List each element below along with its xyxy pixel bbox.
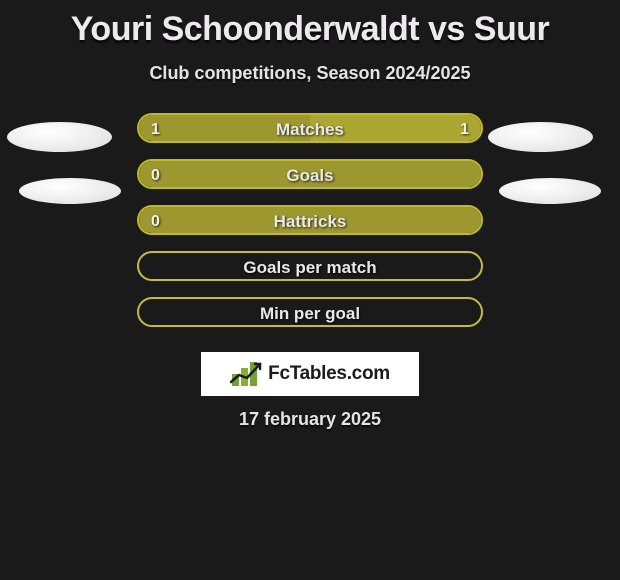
stat-label: Goals per match <box>139 253 481 281</box>
stat-value-left: 1 <box>151 115 160 143</box>
stat-row: Hattricks0 <box>0 205 620 235</box>
comparison-infographic: Youri Schoonderwaldt vs Suur Club compet… <box>0 0 620 580</box>
bar-fill-left <box>139 115 310 141</box>
bar-fill-right <box>310 115 481 141</box>
stat-row: Min per goal <box>0 297 620 327</box>
badge-text: FcTables.com <box>268 363 390 385</box>
stat-track: Hattricks0 <box>137 205 483 235</box>
player-head-ellipse <box>7 122 112 152</box>
page-title: Youri Schoonderwaldt vs Suur <box>0 0 620 49</box>
stat-track: Min per goal <box>137 297 483 327</box>
bar-fill-left <box>139 161 481 187</box>
player-head-ellipse <box>488 122 593 152</box>
player-head-ellipse <box>499 178 601 204</box>
stat-value-left: 0 <box>151 207 160 235</box>
fctables-badge: FcTables.com <box>201 352 419 396</box>
stat-value-right: 1 <box>460 115 469 143</box>
stat-label: Min per goal <box>139 299 481 327</box>
stat-row: Goals per match <box>0 251 620 281</box>
stat-value-left: 0 <box>151 161 160 189</box>
stat-track: Goals0 <box>137 159 483 189</box>
stat-track: Matches11 <box>137 113 483 143</box>
stat-track: Goals per match <box>137 251 483 281</box>
page-subtitle: Club competitions, Season 2024/2025 <box>0 63 620 84</box>
fctables-bars-icon <box>230 360 264 388</box>
bar-fill-left <box>139 207 481 233</box>
player-head-ellipse <box>19 178 121 204</box>
footer-date: 17 february 2025 <box>0 409 620 430</box>
